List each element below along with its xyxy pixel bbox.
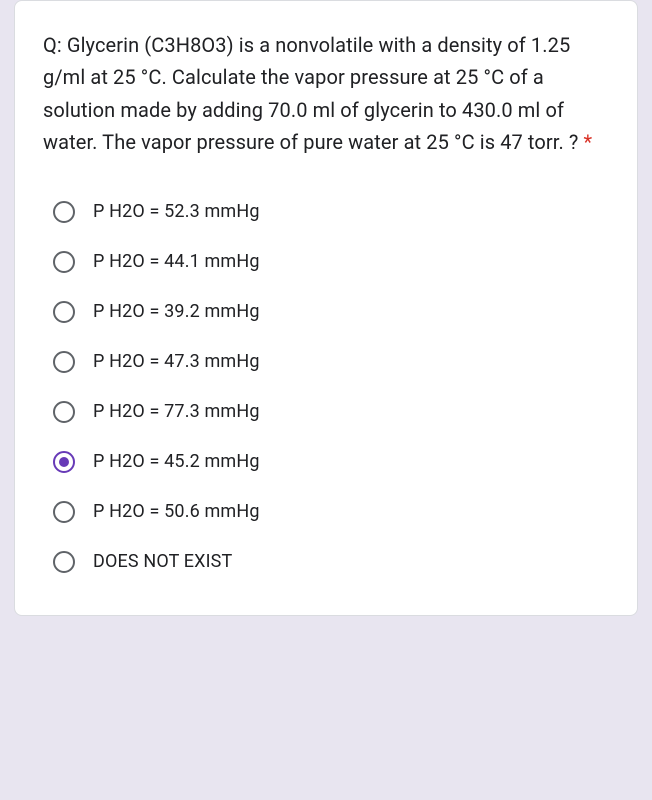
radio-button[interactable] <box>53 251 75 273</box>
option-label: P H2O = 45.2 mmHg <box>93 451 260 472</box>
option-label: P H2O = 52.3 mmHg <box>93 201 260 222</box>
question-text: Q: Glycerin (C3H8O3) is a nonvolatile wi… <box>43 29 609 159</box>
required-asterisk: * <box>584 130 593 154</box>
option-row[interactable]: P H2O = 50.6 mmHg <box>43 487 609 537</box>
option-row[interactable]: P H2O = 52.3 mmHg <box>43 187 609 237</box>
options-group: P H2O = 52.3 mmHg P H2O = 44.1 mmHg P H2O … <box>43 187 609 587</box>
question-card: Q: Glycerin (C3H8O3) is a nonvolatile wi… <box>14 0 638 616</box>
option-row[interactable]: DOES NOT EXIST <box>43 537 609 587</box>
option-row[interactable]: P H2O = 45.2 mmHg <box>43 437 609 487</box>
question-body: Q: Glycerin (C3H8O3) is a nonvolatile wi… <box>43 33 578 154</box>
radio-button[interactable] <box>53 501 75 523</box>
option-row[interactable]: P H2O = 44.1 mmHg <box>43 237 609 287</box>
radio-button[interactable] <box>53 551 75 573</box>
option-label: P H2O = 44.1 mmHg <box>93 251 260 272</box>
radio-button[interactable] <box>53 301 75 323</box>
radio-button[interactable] <box>53 401 75 423</box>
option-row[interactable]: P H2O = 47.3 mmHg <box>43 337 609 387</box>
option-label: P H2O = 47.3 mmHg <box>93 351 260 372</box>
option-row[interactable]: P H2O = 39.2 mmHg <box>43 287 609 337</box>
option-row[interactable]: P H2O = 77.3 mmHg <box>43 387 609 437</box>
option-label: DOES NOT EXIST <box>93 551 232 572</box>
radio-button[interactable] <box>53 451 75 473</box>
radio-button[interactable] <box>53 201 75 223</box>
option-label: P H2O = 39.2 mmHg <box>93 301 260 322</box>
option-label: P H2O = 77.3 mmHg <box>93 401 260 422</box>
radio-button[interactable] <box>53 351 75 373</box>
option-label: P H2O = 50.6 mmHg <box>93 501 260 522</box>
